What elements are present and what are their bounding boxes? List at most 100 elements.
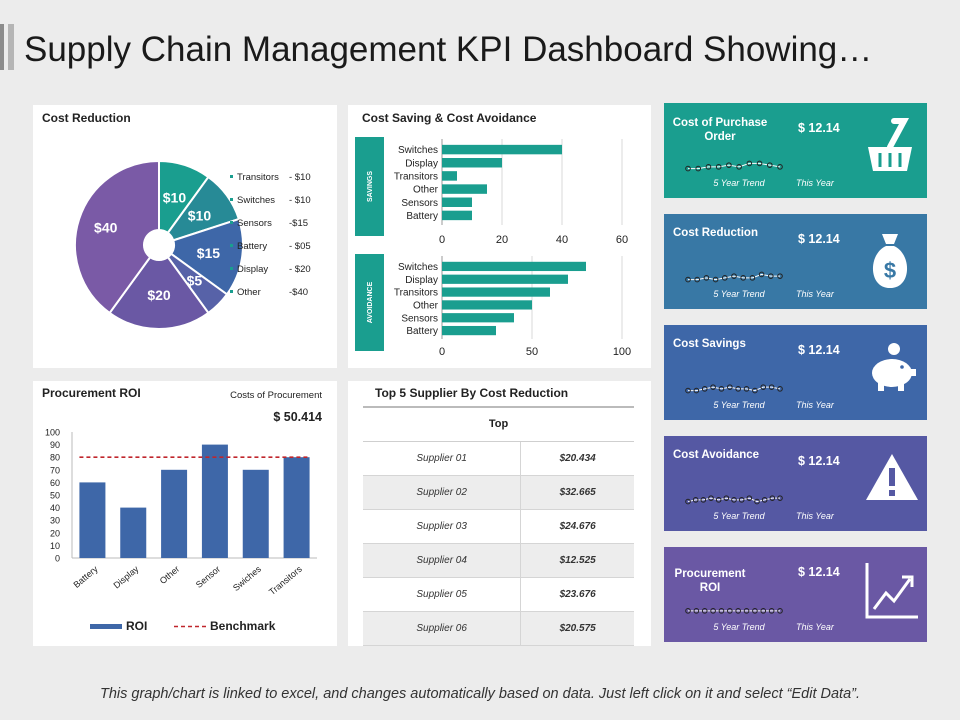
legend-bullet	[230, 198, 233, 201]
pie-data-label: $10	[188, 208, 212, 224]
category-label: Transitors	[394, 288, 438, 299]
roi-bar-sensor[interactable]	[201, 444, 228, 558]
growth-chart-icon	[864, 561, 920, 626]
kpi-sparkline	[685, 495, 783, 505]
category-label: Transitors	[394, 171, 438, 182]
sparkline-point	[710, 608, 716, 614]
kpi-value: $ 12.14	[798, 454, 840, 468]
hbar-display[interactable]	[442, 158, 502, 168]
roi-bar-transitors[interactable]	[283, 457, 310, 558]
roi-bar-battery[interactable]	[79, 482, 106, 558]
legend-bullet	[230, 290, 233, 293]
side-tab	[355, 137, 384, 236]
roi-bar-swiches[interactable]	[242, 469, 269, 558]
hbar-switches[interactable]	[442, 261, 586, 272]
legend-value: - $05	[289, 241, 311, 252]
kpi-sparkline	[685, 608, 783, 614]
sparkline-point	[777, 495, 783, 501]
table-row[interactable]: Supplier 06 $20.575	[363, 611, 634, 646]
sparkline-point	[727, 608, 733, 614]
title-accent	[0, 24, 4, 70]
sparkline-point	[694, 276, 700, 283]
kpi-card[interactable]: Procurement ROI $ 12.14 5 Year Trend This Y…	[664, 547, 927, 642]
sparkline-point	[769, 495, 776, 501]
hbar-transitors[interactable]	[442, 287, 550, 297]
table-row[interactable]: Supplier 05 $23.676	[363, 577, 634, 612]
kpi-card[interactable]: Cost Avoidance $ 12.14 5 Year Trend This Ye…	[664, 436, 927, 531]
table-row[interactable]: Supplier 03 $24.676	[363, 509, 634, 544]
hbar-battery[interactable]	[442, 210, 472, 221]
sparkline-point	[768, 384, 775, 390]
supplier-value: $23.676	[520, 577, 634, 612]
roi-bar-other[interactable]	[161, 469, 188, 558]
kpi-trend-label: 5 Year Trend	[713, 622, 765, 632]
hbar-other[interactable]	[442, 300, 532, 310]
pie-slice-display[interactable]	[108, 255, 210, 330]
sparkline-point	[758, 271, 765, 278]
supplier-value: $12.525	[520, 543, 634, 578]
category-label: Other	[413, 185, 439, 196]
kpi-trend-label: 5 Year Trend	[713, 289, 765, 299]
hbar-sensors[interactable]	[442, 313, 514, 323]
sparkline-point	[718, 386, 725, 392]
table-row[interactable]: Supplier 02 $32.665	[363, 475, 634, 510]
sparkline-point	[695, 165, 702, 172]
sparkline-point	[685, 276, 691, 283]
legend-value: - $10	[289, 195, 311, 206]
cost-reduction-panel: Cost Reduction $10 $10 $15 $5 $20 $40 Transito…	[33, 105, 337, 368]
table-row[interactable]: Supplier 01 $20.434	[363, 441, 634, 476]
x-tick-label: 0	[439, 234, 445, 246]
kpi-card[interactable]: Cost Savings $ 12.14 5 Year Trend This Year	[664, 325, 927, 420]
legend-value: -$15	[289, 218, 308, 229]
kpi-card[interactable]: Cost Reduction $ 12.14 5 Year Trend This Ye…	[664, 214, 927, 309]
kpi-sparkline	[685, 384, 783, 394]
sparkline-point	[777, 273, 783, 279]
kpi-card[interactable]: Cost of Purchase Order $ 12.14 5 Year Tren…	[664, 103, 927, 198]
supplier-name: Supplier 05	[363, 577, 521, 612]
table-header: Top	[363, 406, 634, 442]
pie-slice-transitors[interactable]	[158, 159, 210, 235]
kpi-label: Cost Savings	[673, 338, 746, 350]
kpi-period: This Year	[796, 511, 834, 521]
sparkline-point	[708, 495, 714, 501]
pie-slice-other[interactable]	[74, 159, 160, 315]
hbar-switches[interactable]	[442, 144, 562, 155]
kpi-value: $ 12.14	[798, 121, 840, 135]
hbar-display[interactable]	[442, 274, 568, 284]
sparkline-point	[731, 497, 737, 503]
supplier-value: $32.665	[520, 475, 634, 510]
hbar-transitors[interactable]	[442, 171, 457, 181]
x-tick-label: 0	[439, 346, 445, 358]
kpi-value: $ 12.14	[798, 565, 840, 579]
sparkline-point	[749, 275, 756, 281]
pie-data-label: $5	[187, 272, 203, 288]
x-tick-label: Other	[158, 564, 182, 586]
category-label: Switches	[398, 145, 438, 156]
table-row[interactable]: Supplier 04 $12.525	[363, 543, 634, 578]
y-tick-label: 100	[45, 428, 60, 438]
hbar-sensors[interactable]	[442, 197, 472, 207]
pie-slice-sensors[interactable]	[169, 217, 244, 296]
legend-bullet	[230, 244, 233, 247]
category-label: Other	[413, 300, 439, 311]
pie-data-label: $15	[197, 245, 221, 261]
pie-data-label: $40	[94, 220, 118, 236]
pie-data-label: $10	[163, 189, 187, 205]
roi-chart[interactable]: 0 10 20 30 40 50 60 70 80 90 100 Battery Display Othe…	[33, 381, 337, 646]
legend-label: Switches	[237, 195, 275, 206]
roi-bar-display[interactable]	[120, 507, 147, 558]
hbar-other[interactable]	[442, 184, 487, 194]
kpi-trend-label: 5 Year Trend	[713, 511, 765, 521]
pie-chart[interactable]: $10$10 $15 $5 $20 $40 Transitors - $10 Switches…	[33, 105, 337, 368]
sparkline-point	[727, 384, 733, 390]
hbar-battery[interactable]	[442, 325, 496, 336]
legend-label: Display	[237, 264, 268, 275]
pie-chart-title: Cost Reduction	[42, 111, 131, 125]
category-label: Display	[405, 158, 438, 169]
sparkline-point	[738, 497, 745, 503]
y-tick-label: 20	[50, 528, 60, 538]
procurement-roi-panel: Procurement ROI Costs of Procurement $ 5…	[33, 381, 337, 646]
y-tick-label: 60	[50, 478, 60, 488]
sparkline-point	[700, 497, 707, 503]
